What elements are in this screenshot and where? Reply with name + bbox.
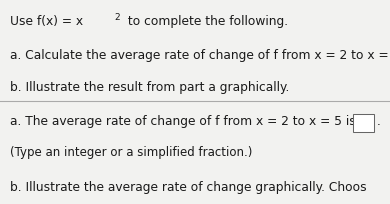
FancyBboxPatch shape <box>353 114 374 132</box>
Text: a. Calculate the average rate of change of f from x = 2 to x = 5: a. Calculate the average rate of change … <box>10 49 390 62</box>
Text: .: . <box>376 115 380 128</box>
Bar <box>0 102 390 204</box>
Text: to complete the following.: to complete the following. <box>124 15 288 28</box>
Bar <box>0 0 390 102</box>
Text: Use f(x) = x: Use f(x) = x <box>10 15 83 28</box>
Text: 2: 2 <box>114 13 120 22</box>
Text: b. Illustrate the result from part a graphically.: b. Illustrate the result from part a gra… <box>10 81 289 94</box>
Text: (Type an integer or a simplified fraction.): (Type an integer or a simplified fractio… <box>10 146 252 159</box>
Text: b. Illustrate the average rate of change graphically. Choos: b. Illustrate the average rate of change… <box>10 181 366 194</box>
Text: a. The average rate of change of f from x = 2 to x = 5 is: a. The average rate of change of f from … <box>10 115 356 128</box>
